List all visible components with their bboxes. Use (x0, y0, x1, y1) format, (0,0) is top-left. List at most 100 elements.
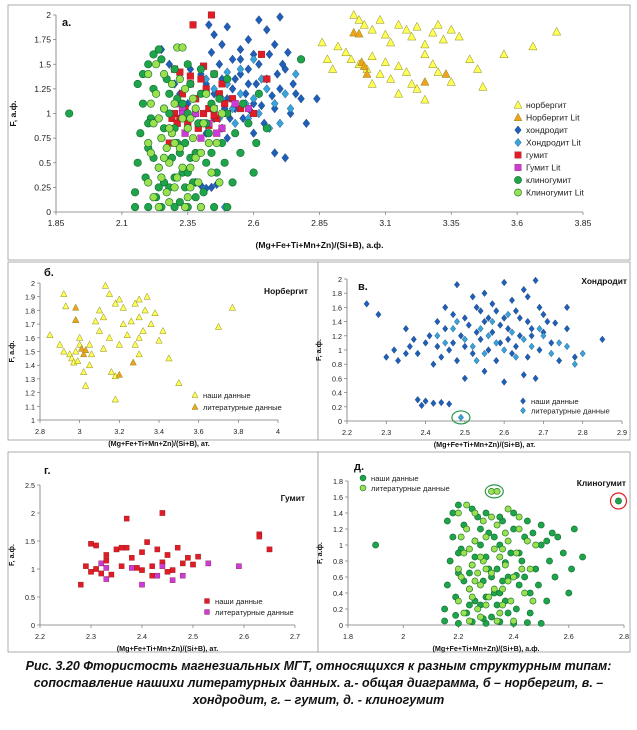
legend: наши данные литературные данные (204, 597, 294, 617)
data-point (133, 158, 142, 167)
data-point (144, 539, 150, 545)
data-point (74, 357, 82, 364)
x-tick-label: 3.1 (379, 218, 391, 228)
data-point (536, 346, 543, 354)
data-point (457, 332, 464, 340)
data-point (488, 613, 495, 621)
data-point (154, 45, 163, 54)
data-point (548, 529, 556, 537)
data-point (501, 278, 508, 287)
x-tick-label: 2.4 (509, 632, 519, 641)
y-tick-label: 0.2 (332, 403, 342, 412)
data-point (297, 55, 306, 64)
data-point (215, 178, 224, 187)
legend-swatch (513, 100, 523, 109)
data-point (420, 49, 430, 59)
data-point (98, 570, 104, 577)
data-point (481, 317, 488, 326)
data-point (520, 335, 527, 344)
highlight-ring (484, 484, 504, 499)
data-point (544, 317, 551, 326)
data-point (175, 143, 184, 153)
data-point (402, 349, 409, 358)
y-axis-label: F, а.ф. (7, 341, 16, 363)
data-point (469, 342, 476, 351)
data-point (174, 544, 181, 551)
legend-label: Хондродит Lit (526, 138, 581, 148)
data-point (469, 293, 476, 301)
data-point (270, 148, 279, 158)
data-point (159, 104, 169, 113)
y-tick-label: 1.25 (34, 84, 51, 94)
data-point (186, 79, 195, 88)
data-point (524, 317, 531, 326)
panel-title: Норбергит (264, 286, 308, 296)
data-point (199, 188, 208, 197)
data-point (461, 335, 468, 344)
panel-a: 1.85 2.1 2.35 2.6 2.85 3.1 3.35 3.6 3.85 0 0.25 0.5… (7, 4, 631, 261)
data-point (165, 124, 174, 133)
data-point (454, 280, 460, 289)
data-point (420, 76, 430, 86)
data-point (118, 544, 125, 551)
y-tick-label: 0.5 (39, 158, 51, 168)
data-point (103, 557, 110, 564)
data-point (111, 395, 119, 403)
data-point (80, 350, 88, 358)
legend-swatch (514, 164, 522, 171)
data-point (286, 103, 295, 114)
legend-swatch (359, 474, 367, 482)
data-point (499, 545, 506, 553)
data-point (504, 505, 512, 513)
data-point (169, 577, 176, 583)
data-point (434, 317, 441, 326)
data-point (490, 585, 498, 593)
data-point (362, 69, 372, 78)
data-point (154, 183, 163, 192)
data-point (119, 303, 127, 311)
data-point (375, 310, 382, 319)
data-point (249, 54, 258, 64)
data-point (107, 368, 116, 375)
data-point (159, 510, 166, 516)
x-tick-label: 2.8 (578, 428, 588, 437)
data-point (165, 354, 173, 362)
data-point (341, 47, 351, 57)
x-tick-label: 2.6 (248, 218, 260, 228)
data-point (231, 118, 239, 129)
data-point (146, 99, 155, 108)
data-point (85, 340, 94, 348)
data-point (477, 553, 484, 561)
data-point (188, 94, 198, 103)
data-point (493, 339, 500, 347)
data-point (521, 573, 529, 581)
data-point (93, 566, 99, 572)
data-point (454, 565, 462, 573)
y-axis-label: F, а.ф. (7, 544, 16, 566)
data-point (123, 515, 130, 522)
data-point (95, 326, 104, 334)
data-point (257, 100, 266, 111)
data-point (113, 546, 120, 553)
legend: норбергит Норбергит Lit хондродит Хондродит… (513, 100, 584, 198)
panel-d: 2.2 2.3 2.4 2.5 2.6 2.7 0 0.5 1 1.5 2 2.5 (Mg+Fe+Ti+… (7, 451, 319, 653)
data-point (488, 513, 495, 521)
data-point (173, 173, 182, 182)
y-tick-label: 2 (31, 279, 35, 288)
data-point (496, 513, 504, 521)
data-point (407, 78, 417, 88)
data-point (210, 111, 218, 119)
y-tick-label: 2 (46, 10, 51, 20)
data-point (196, 65, 205, 74)
data-point (135, 313, 143, 321)
data-point (461, 342, 468, 351)
data-point (241, 89, 250, 99)
legend-label: клиногумит (526, 175, 571, 185)
data-point (281, 89, 289, 99)
data-point (471, 577, 479, 585)
data-point (95, 306, 104, 314)
data-point (56, 340, 64, 348)
data-point (154, 114, 163, 123)
data-point (236, 69, 245, 79)
x-tick-label: 1.85 (48, 218, 65, 228)
